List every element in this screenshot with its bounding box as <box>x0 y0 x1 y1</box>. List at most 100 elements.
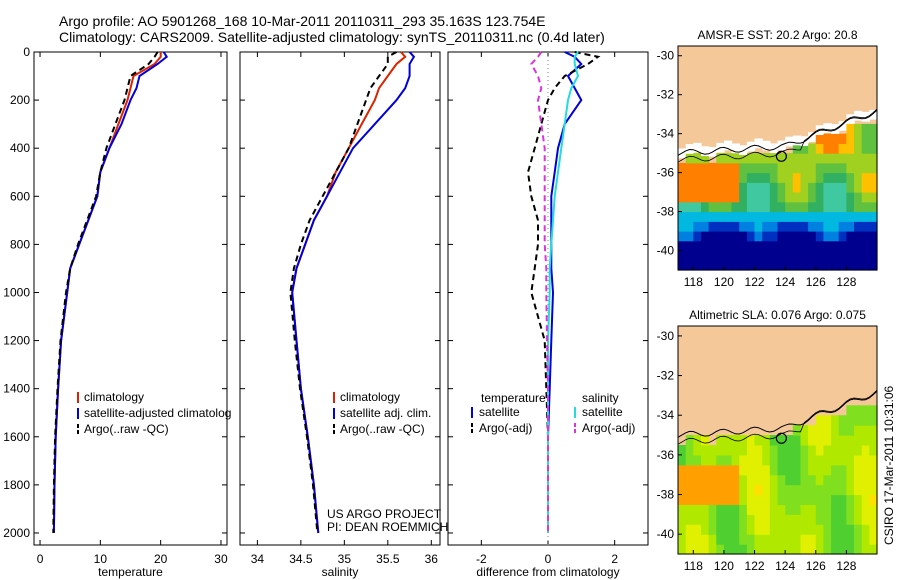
map-cell <box>739 153 748 164</box>
map-cell <box>723 524 733 535</box>
map-cell <box>831 221 840 232</box>
map-cell <box>708 240 717 252</box>
legend-label: Argo(-adj) <box>479 421 532 435</box>
y-tick-label: -40 <box>657 527 675 541</box>
map-cell <box>739 192 748 203</box>
map-cell <box>762 201 771 213</box>
map-title: AMSR-E SST: 20.2 Argo: 20.8 <box>697 28 857 42</box>
y-tick-label: 1000 <box>3 285 30 299</box>
map-cell <box>800 464 809 476</box>
map-cell <box>792 231 802 242</box>
map-cell <box>869 192 878 203</box>
y-tick-label: 400 <box>10 141 30 155</box>
map-title: Altimetric SLA: 0.076 Argo: 0.075 <box>689 308 866 322</box>
map-cell <box>785 153 794 164</box>
map-cell <box>693 445 702 456</box>
map-cell <box>746 240 756 252</box>
map-cell <box>792 162 802 174</box>
map-cell <box>861 504 870 515</box>
map-cell <box>861 162 870 174</box>
map-cell <box>723 484 733 496</box>
map-cell <box>678 454 687 466</box>
map-cell <box>869 544 878 555</box>
map-cell <box>769 494 779 505</box>
map-cell <box>785 534 794 545</box>
map-cell <box>716 172 725 183</box>
map-cell <box>685 534 694 545</box>
map-cell <box>754 153 763 164</box>
map-cell <box>708 524 717 535</box>
map-cell <box>823 464 832 476</box>
map-cell <box>754 484 763 496</box>
map-cell <box>685 162 694 174</box>
map-cell <box>723 140 733 151</box>
map-cell <box>746 231 756 242</box>
map-cell <box>823 474 832 486</box>
x-axis-label: temperature <box>98 565 163 579</box>
map-cell <box>739 544 748 555</box>
map-cell <box>731 504 740 515</box>
argo-float-marker <box>775 432 787 444</box>
map-cell <box>869 415 878 426</box>
map-cell <box>693 182 702 193</box>
map-cell <box>792 534 802 545</box>
map-cell <box>777 192 786 203</box>
map-cell <box>815 201 825 213</box>
map-cell <box>716 464 725 476</box>
map-cell <box>723 192 733 203</box>
map-cell <box>854 153 863 164</box>
map-cell <box>831 484 840 496</box>
map-cell <box>846 143 855 154</box>
map-cell <box>846 201 855 213</box>
map-cell <box>693 504 702 515</box>
map-cell <box>823 445 832 456</box>
y-tick-label: 0 <box>23 45 30 59</box>
map-cell <box>777 514 786 525</box>
y-tick-label: -36 <box>657 166 675 180</box>
map-cell <box>838 172 847 183</box>
legend-header: temperature <box>481 391 546 405</box>
map-cell <box>823 211 832 222</box>
map-cell <box>777 445 786 456</box>
map-cell <box>678 201 687 213</box>
map-cell <box>823 133 832 144</box>
map-cell <box>861 133 870 144</box>
map-cell <box>701 221 710 232</box>
map-cell <box>831 435 840 446</box>
map-cell <box>678 162 687 174</box>
map-cell <box>823 182 832 193</box>
map-cell <box>869 435 878 446</box>
map-cell <box>854 464 863 476</box>
map-cell <box>785 514 794 525</box>
map-cell <box>777 534 786 545</box>
map-cell <box>685 182 694 193</box>
map-cell <box>815 221 825 232</box>
map-cell <box>701 534 710 545</box>
map-cell <box>854 494 863 505</box>
map-cell <box>685 144 694 154</box>
map-cell <box>708 514 717 525</box>
map-cell <box>769 172 779 183</box>
map-cell <box>838 484 847 496</box>
map-cell <box>685 474 694 486</box>
map-cell <box>792 153 802 164</box>
map-cell <box>754 250 763 261</box>
map-cell <box>846 162 855 174</box>
map-cell <box>754 182 763 193</box>
map-cell <box>861 445 870 456</box>
map-cell <box>785 260 794 271</box>
map-cell <box>716 474 725 486</box>
map-cell <box>815 425 825 436</box>
map-cell <box>815 143 825 154</box>
map-cell <box>808 435 817 446</box>
map-cell <box>838 192 847 203</box>
map-cell <box>869 143 878 154</box>
map-cell <box>785 435 794 446</box>
map-cell <box>777 231 786 242</box>
x-tick-label: 124 <box>775 559 795 573</box>
map-cell <box>716 211 725 222</box>
y-tick-label: -40 <box>657 244 675 258</box>
map-cell <box>685 192 694 203</box>
x-tick-label: 0 <box>545 552 552 566</box>
map-cell <box>854 534 863 545</box>
